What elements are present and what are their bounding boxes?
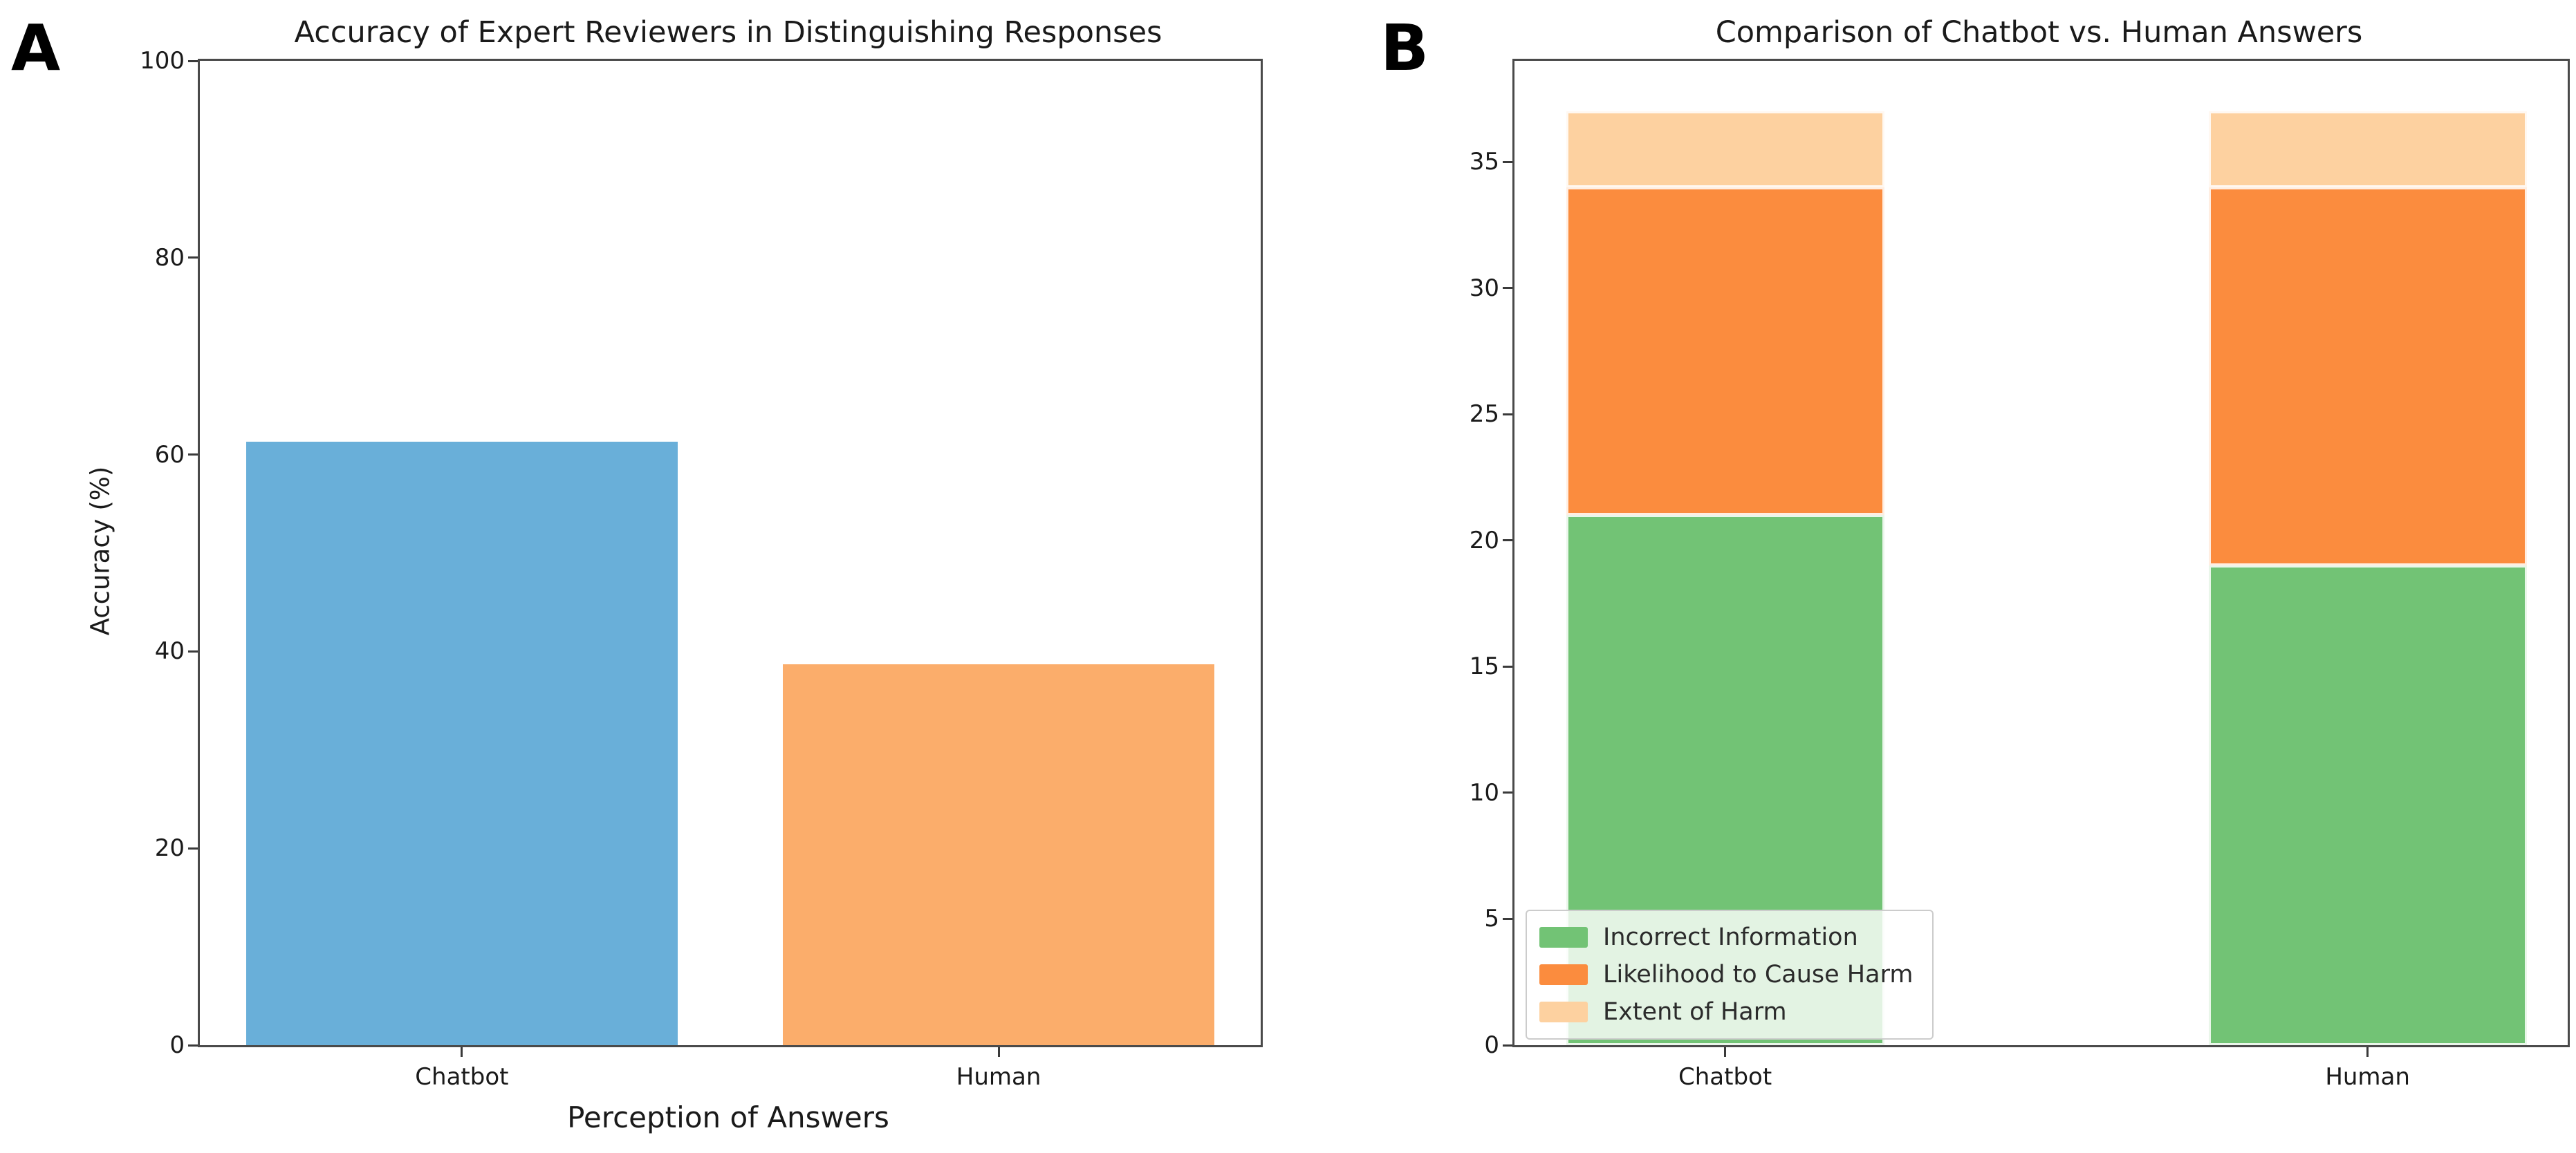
y-tick-label: 10 [1469, 778, 1499, 807]
y-tick-mark [1503, 665, 1512, 668]
y-tick-mark [1503, 917, 1512, 920]
chart-a-y-axis-label: Accuracy (%) [85, 466, 115, 636]
y-tick-mark [1503, 791, 1512, 794]
legend-item-incorrect-information: Incorrect Information [1539, 924, 1913, 951]
x-tick-label-chatbot: Chatbot [415, 1063, 509, 1091]
x-tick-mark [461, 1047, 463, 1057]
bar-segment-extent-of-harm [2208, 111, 2527, 187]
bar-segment-likelihood-to-cause-harm [2208, 187, 2527, 566]
bar-segment-incorrect-information [2208, 565, 2527, 1045]
panel-b-label: B [1380, 11, 1429, 85]
bar-human [782, 664, 1215, 1045]
y-tick-mark [1503, 287, 1512, 290]
y-tick-label: 0 [169, 1031, 185, 1059]
x-tick-label-human: Human [956, 1063, 1041, 1091]
y-tick-mark [188, 1044, 198, 1047]
x-tick-mark [1724, 1047, 1727, 1057]
y-tick-mark [1503, 539, 1512, 542]
y-tick-mark [188, 256, 198, 259]
legend-swatch-extent-of-harm [1539, 1002, 1588, 1022]
y-tick-mark [188, 847, 198, 850]
y-tick-label: 20 [154, 834, 185, 863]
x-tick-mark [997, 1047, 1000, 1057]
y-tick-label: 25 [1469, 400, 1499, 429]
y-tick-mark [188, 650, 198, 653]
legend-label-likelihood-to-cause-harm: Likelihood to Cause Harm [1603, 961, 1914, 988]
legend-swatch-likelihood-to-cause-harm [1539, 964, 1588, 985]
y-tick-label: 0 [1484, 1031, 1499, 1059]
x-tick-label-human: Human [2325, 1063, 2410, 1091]
chart-a-x-axis-label: Perception of Answers [567, 1100, 889, 1134]
y-tick-label: 80 [154, 243, 185, 272]
x-tick-label-chatbot: Chatbot [1678, 1063, 1772, 1091]
legend-label-extent-of-harm: Extent of Harm [1603, 998, 1787, 1026]
chart-a-title: Accuracy of Expert Reviewers in Distingu… [294, 15, 1162, 50]
stacked-bar-chatbot [1566, 111, 1884, 1045]
y-tick-mark [188, 59, 198, 62]
y-tick-label: 100 [140, 47, 185, 75]
bar-segment-likelihood-to-cause-harm [1566, 187, 1884, 516]
legend-label-incorrect-information: Incorrect Information [1603, 924, 1858, 951]
y-tick-label: 20 [1469, 526, 1499, 554]
y-tick-label: 60 [154, 440, 185, 469]
y-tick-mark [1503, 413, 1512, 415]
y-tick-label: 30 [1469, 274, 1499, 302]
legend: Incorrect Information Likelihood to Cause… [1526, 910, 1934, 1040]
panel-a-label: A [11, 11, 61, 85]
y-tick-label: 40 [154, 637, 185, 666]
y-tick-mark [1503, 1044, 1512, 1047]
x-tick-mark [2366, 1047, 2369, 1057]
bar-chatbot [245, 442, 678, 1045]
chart-b-plot-area: 0 5 10 15 20 25 30 35 Chatbot Human Incorrect Info… [1470, 59, 2570, 1091]
bar-segment-extent-of-harm [1566, 111, 1884, 187]
y-tick-mark [1503, 160, 1512, 163]
y-tick-label: 35 [1469, 148, 1499, 176]
y-tick-label: 5 [1484, 905, 1499, 933]
legend-swatch-incorrect-information [1539, 927, 1588, 948]
y-tick-mark [188, 453, 198, 456]
legend-item-extent-of-harm: Extent of Harm [1539, 998, 1913, 1026]
stacked-bar-human [2208, 111, 2527, 1045]
legend-item-likelihood-to-cause-harm: Likelihood to Cause Harm [1539, 961, 1913, 988]
chart-b-title: Comparison of Chatbot vs. Human Answers [1715, 15, 2363, 50]
y-tick-label: 15 [1469, 653, 1499, 681]
chart-a-plot-area: 0 20 40 60 80 100 Chatbot Human [140, 47, 1263, 1091]
